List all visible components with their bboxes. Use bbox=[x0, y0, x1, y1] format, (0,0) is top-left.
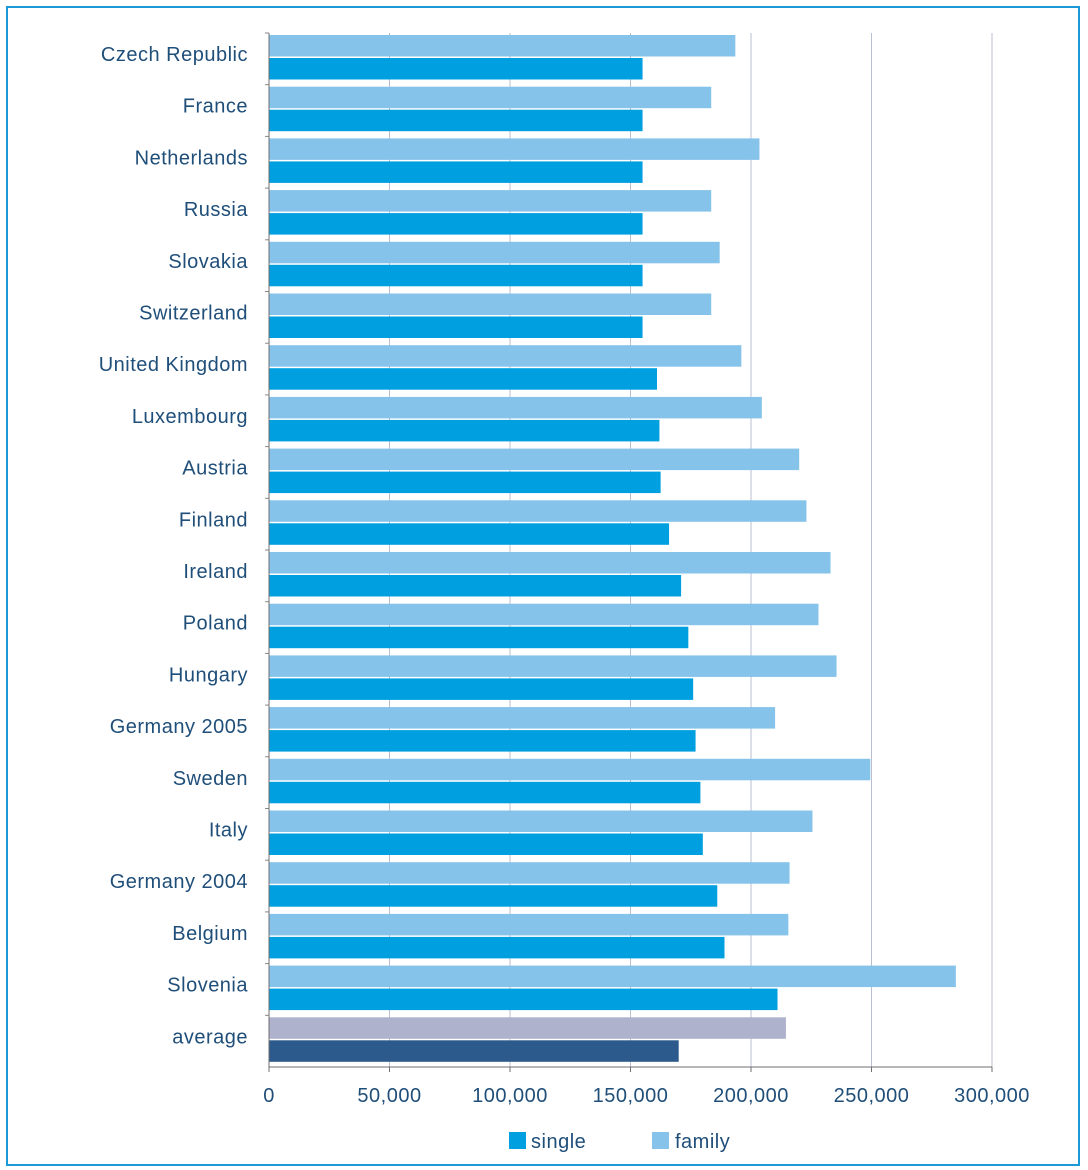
category-label: Finland bbox=[179, 509, 248, 531]
bar-family bbox=[269, 862, 790, 884]
legend: single family bbox=[509, 1131, 730, 1153]
bar-family bbox=[269, 86, 712, 109]
bar-single bbox=[269, 368, 658, 390]
bar-family bbox=[269, 190, 712, 212]
bar-family bbox=[269, 965, 956, 988]
category-label: average bbox=[172, 1026, 248, 1048]
axes bbox=[265, 32, 993, 1072]
bar-family bbox=[269, 448, 800, 471]
category-label: United Kingdom bbox=[99, 354, 248, 376]
bar-single bbox=[269, 264, 643, 287]
category-label: Slovakia bbox=[168, 251, 248, 273]
category-labels: Czech Republic France Netherlands Russia Slo… bbox=[99, 44, 249, 1048]
bar-family bbox=[269, 810, 813, 832]
bar-family bbox=[269, 500, 807, 522]
bar-single bbox=[269, 316, 643, 338]
category-label: Germany 2005 bbox=[110, 716, 248, 738]
category-label: Netherlands bbox=[135, 147, 248, 169]
bar-single bbox=[269, 161, 643, 183]
bar-family bbox=[269, 241, 720, 264]
bar-family bbox=[269, 35, 736, 57]
category-label: Ireland bbox=[183, 561, 248, 583]
bar-single bbox=[269, 109, 643, 132]
grid-lines bbox=[389, 33, 993, 1067]
bar-single bbox=[269, 58, 643, 80]
bar-single bbox=[269, 936, 725, 959]
bar-single bbox=[269, 213, 643, 235]
bar-family bbox=[269, 913, 789, 936]
bar-family bbox=[269, 707, 776, 729]
x-tick-label: 250,000 bbox=[834, 1085, 910, 1107]
bars bbox=[269, 35, 956, 1062]
bar-single bbox=[269, 575, 682, 597]
legend-swatch-single bbox=[509, 1132, 526, 1149]
legend-label-family: family bbox=[675, 1131, 730, 1153]
bar-family bbox=[269, 293, 712, 315]
legend-swatch-family bbox=[652, 1132, 669, 1149]
x-tick-label: 150,000 bbox=[593, 1085, 669, 1107]
x-tick-label: 200,000 bbox=[713, 1085, 789, 1107]
bar-single bbox=[269, 419, 660, 442]
bar-single bbox=[269, 1040, 679, 1062]
category-label: Luxembourg bbox=[132, 406, 248, 428]
category-label: Italy bbox=[209, 820, 248, 842]
x-tick-label: 300,000 bbox=[954, 1085, 1030, 1107]
category-label: Poland bbox=[183, 613, 248, 635]
category-label: Germany 2004 bbox=[110, 871, 248, 893]
x-tick-label: 50,000 bbox=[357, 1085, 421, 1107]
category-label: Switzerland bbox=[139, 303, 248, 325]
category-label: Sweden bbox=[173, 768, 248, 790]
bar-family bbox=[269, 396, 762, 419]
bar-family bbox=[269, 655, 837, 677]
bar-single bbox=[269, 471, 661, 494]
bar-single bbox=[269, 781, 701, 804]
category-label: Austria bbox=[182, 458, 248, 480]
category-label: Czech Republic bbox=[101, 44, 248, 66]
bar-single bbox=[269, 523, 670, 545]
category-label: Hungary bbox=[169, 664, 248, 686]
bar-family bbox=[269, 758, 871, 781]
legend-label-single: single bbox=[531, 1131, 586, 1153]
bar-family bbox=[269, 345, 742, 367]
bar-single bbox=[269, 988, 778, 1011]
bar-single bbox=[269, 678, 694, 700]
x-tick-label: 0 bbox=[263, 1085, 275, 1107]
x-tick-labels: 0 50,000 100,000 150,000 200,000 250,000 300,0… bbox=[263, 1085, 1030, 1107]
bar-family bbox=[269, 603, 819, 626]
bar-family bbox=[269, 552, 831, 574]
category-label: Belgium bbox=[172, 923, 248, 945]
bar-family bbox=[269, 1017, 786, 1039]
category-label: Russia bbox=[184, 199, 249, 221]
bar-single bbox=[269, 730, 696, 752]
bar-single bbox=[269, 833, 703, 855]
bar-single bbox=[269, 626, 689, 649]
x-tick-label: 100,000 bbox=[472, 1085, 548, 1107]
category-label: France bbox=[183, 96, 248, 118]
category-label: Slovenia bbox=[167, 975, 248, 997]
bar-single bbox=[269, 885, 718, 907]
bar-family bbox=[269, 138, 760, 160]
